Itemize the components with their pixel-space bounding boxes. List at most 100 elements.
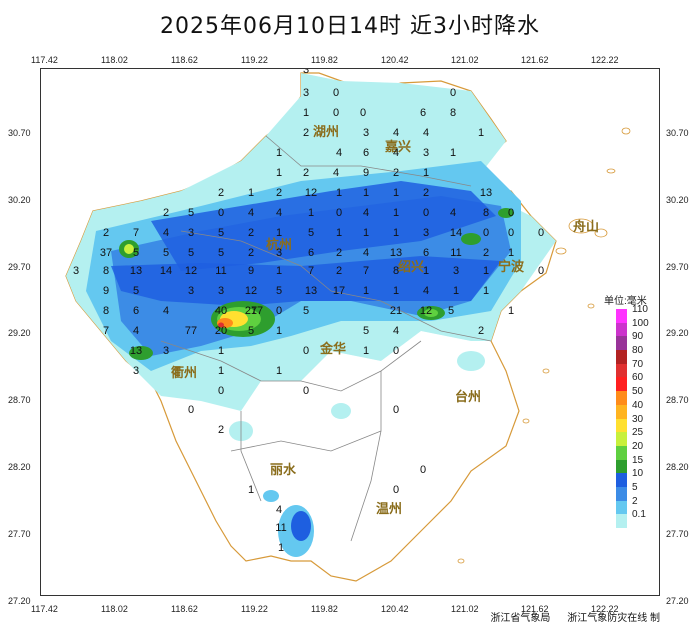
station-value: 11 [450, 247, 461, 259]
station-value: 11 [275, 522, 286, 534]
legend-label: 30 [632, 413, 644, 425]
station-value: 12 [185, 265, 197, 277]
station-value: 1 [393, 207, 399, 219]
station-value: 5 [276, 285, 282, 297]
station-value: 8 [450, 107, 456, 119]
legend-item: 70 [612, 359, 664, 378]
station-value: 7 [103, 325, 109, 337]
longitude-tick: 119.22 [241, 604, 268, 614]
city-label: 金华 [319, 341, 346, 357]
legend-item: 20 [612, 441, 664, 460]
legend-item: 2 [612, 496, 664, 515]
station-value: 5 [133, 285, 139, 297]
station-value: 5 [218, 227, 224, 239]
longitude-tick: 120.42 [381, 55, 409, 65]
latitude-tick: 29.20 [666, 328, 689, 339]
legend-item: 25 [612, 427, 664, 446]
city-label: 丽水 [270, 462, 297, 478]
station-value: 0 [420, 464, 426, 476]
station-value: 0 [508, 207, 514, 219]
legend-swatch [616, 363, 627, 378]
legend-item: 100 [612, 318, 664, 337]
station-value: 17 [251, 305, 263, 317]
station-value: 1 [508, 247, 514, 259]
longitude-tick: 118.02 [101, 604, 128, 614]
station-value: 1 [336, 227, 342, 239]
legend-item: 110 [612, 304, 664, 323]
station-value: 4 [363, 207, 369, 219]
station-value: 4 [248, 207, 254, 219]
station-value: 2 [163, 207, 169, 219]
station-value: 1 [276, 325, 282, 337]
legend-item: 40 [612, 400, 664, 419]
station-value: 3 [188, 227, 194, 239]
longitude-tick: 119.22 [241, 55, 268, 65]
station-value: 5 [363, 325, 369, 337]
city-label: 舟山 [573, 219, 599, 235]
station-value: 4 [133, 325, 139, 337]
station-value: 1 [363, 227, 369, 239]
station-value: 2 [303, 167, 309, 179]
city-label: 台州 [455, 389, 481, 405]
legend-swatch [616, 473, 627, 487]
latitude-tick: 30.70 [8, 128, 31, 138]
station-value: 1 [450, 147, 456, 159]
station-value: 20 [215, 325, 227, 337]
credit-bureau: 浙江省气象局 [490, 613, 551, 624]
station-value: 0 [218, 385, 224, 397]
longitude-tick: 121.02 [451, 604, 479, 614]
station-value: 2 [248, 247, 254, 259]
station-value: 14 [450, 227, 462, 239]
station-value: 4 [276, 207, 282, 219]
station-value: 9 [363, 167, 369, 179]
station-value: 12 [420, 305, 432, 317]
station-value: 0 [360, 107, 366, 119]
latitude-tick: 27.20 [8, 595, 31, 606]
station-value: 1 [363, 345, 369, 357]
station-value: 13 [305, 285, 317, 297]
station-value: 2 [218, 424, 224, 436]
legend-label: 10 [632, 468, 644, 480]
station-value: 11 [215, 265, 226, 277]
legend-label: 0.1 [632, 509, 646, 521]
station-value: 0 [393, 404, 399, 416]
station-value: 1 [423, 265, 429, 277]
legend-swatch [616, 418, 627, 433]
latitude-tick: 30.70 [666, 128, 689, 138]
station-value: 37 [100, 247, 112, 259]
station-value: 0 [188, 404, 194, 416]
station-value: 4 [393, 147, 399, 159]
legend-label: 15 [632, 454, 644, 466]
station-value: 40 [215, 305, 227, 317]
station-value: 6 [133, 305, 139, 317]
station-value: 5 [188, 247, 194, 259]
station-value: 1 [276, 227, 282, 239]
longitude-tick: 119.82 [311, 55, 338, 65]
credit: 浙江省气象局 浙江气象防灾在线 制 [476, 609, 660, 624]
station-value: 8 [103, 265, 109, 277]
station-value: 0 [218, 207, 224, 219]
longitude-tick: 119.82 [311, 604, 338, 614]
legend-label: 40 [632, 399, 644, 411]
city-label: 衢州 [171, 365, 197, 381]
legend-rows: 110 100 90 80 70 60 50 40 30 25 20 15 10 5 2 0.1 [612, 304, 664, 528]
legend-swatch [616, 377, 627, 392]
legend-unit: 单位:毫米 [604, 296, 647, 307]
legend-item: 50 [612, 386, 664, 405]
station-value: 1 [483, 265, 489, 277]
city-label: 绍兴 [398, 259, 424, 275]
city-label: 嘉兴 [384, 139, 411, 155]
station-value: 0 [303, 345, 309, 357]
station-value: 6 [420, 107, 426, 119]
legend-label: 5 [632, 481, 638, 493]
station-value: 3 [453, 265, 459, 277]
legend-swatch [616, 459, 627, 474]
latitude-tick: 28.20 [8, 462, 31, 472]
station-value: 3 [303, 87, 309, 99]
legend-item: 15 [612, 455, 664, 474]
legend-swatch [616, 309, 627, 323]
legend-swatch [616, 404, 627, 419]
station-value: 12 [245, 285, 257, 297]
legend-label: 70 [632, 358, 644, 370]
